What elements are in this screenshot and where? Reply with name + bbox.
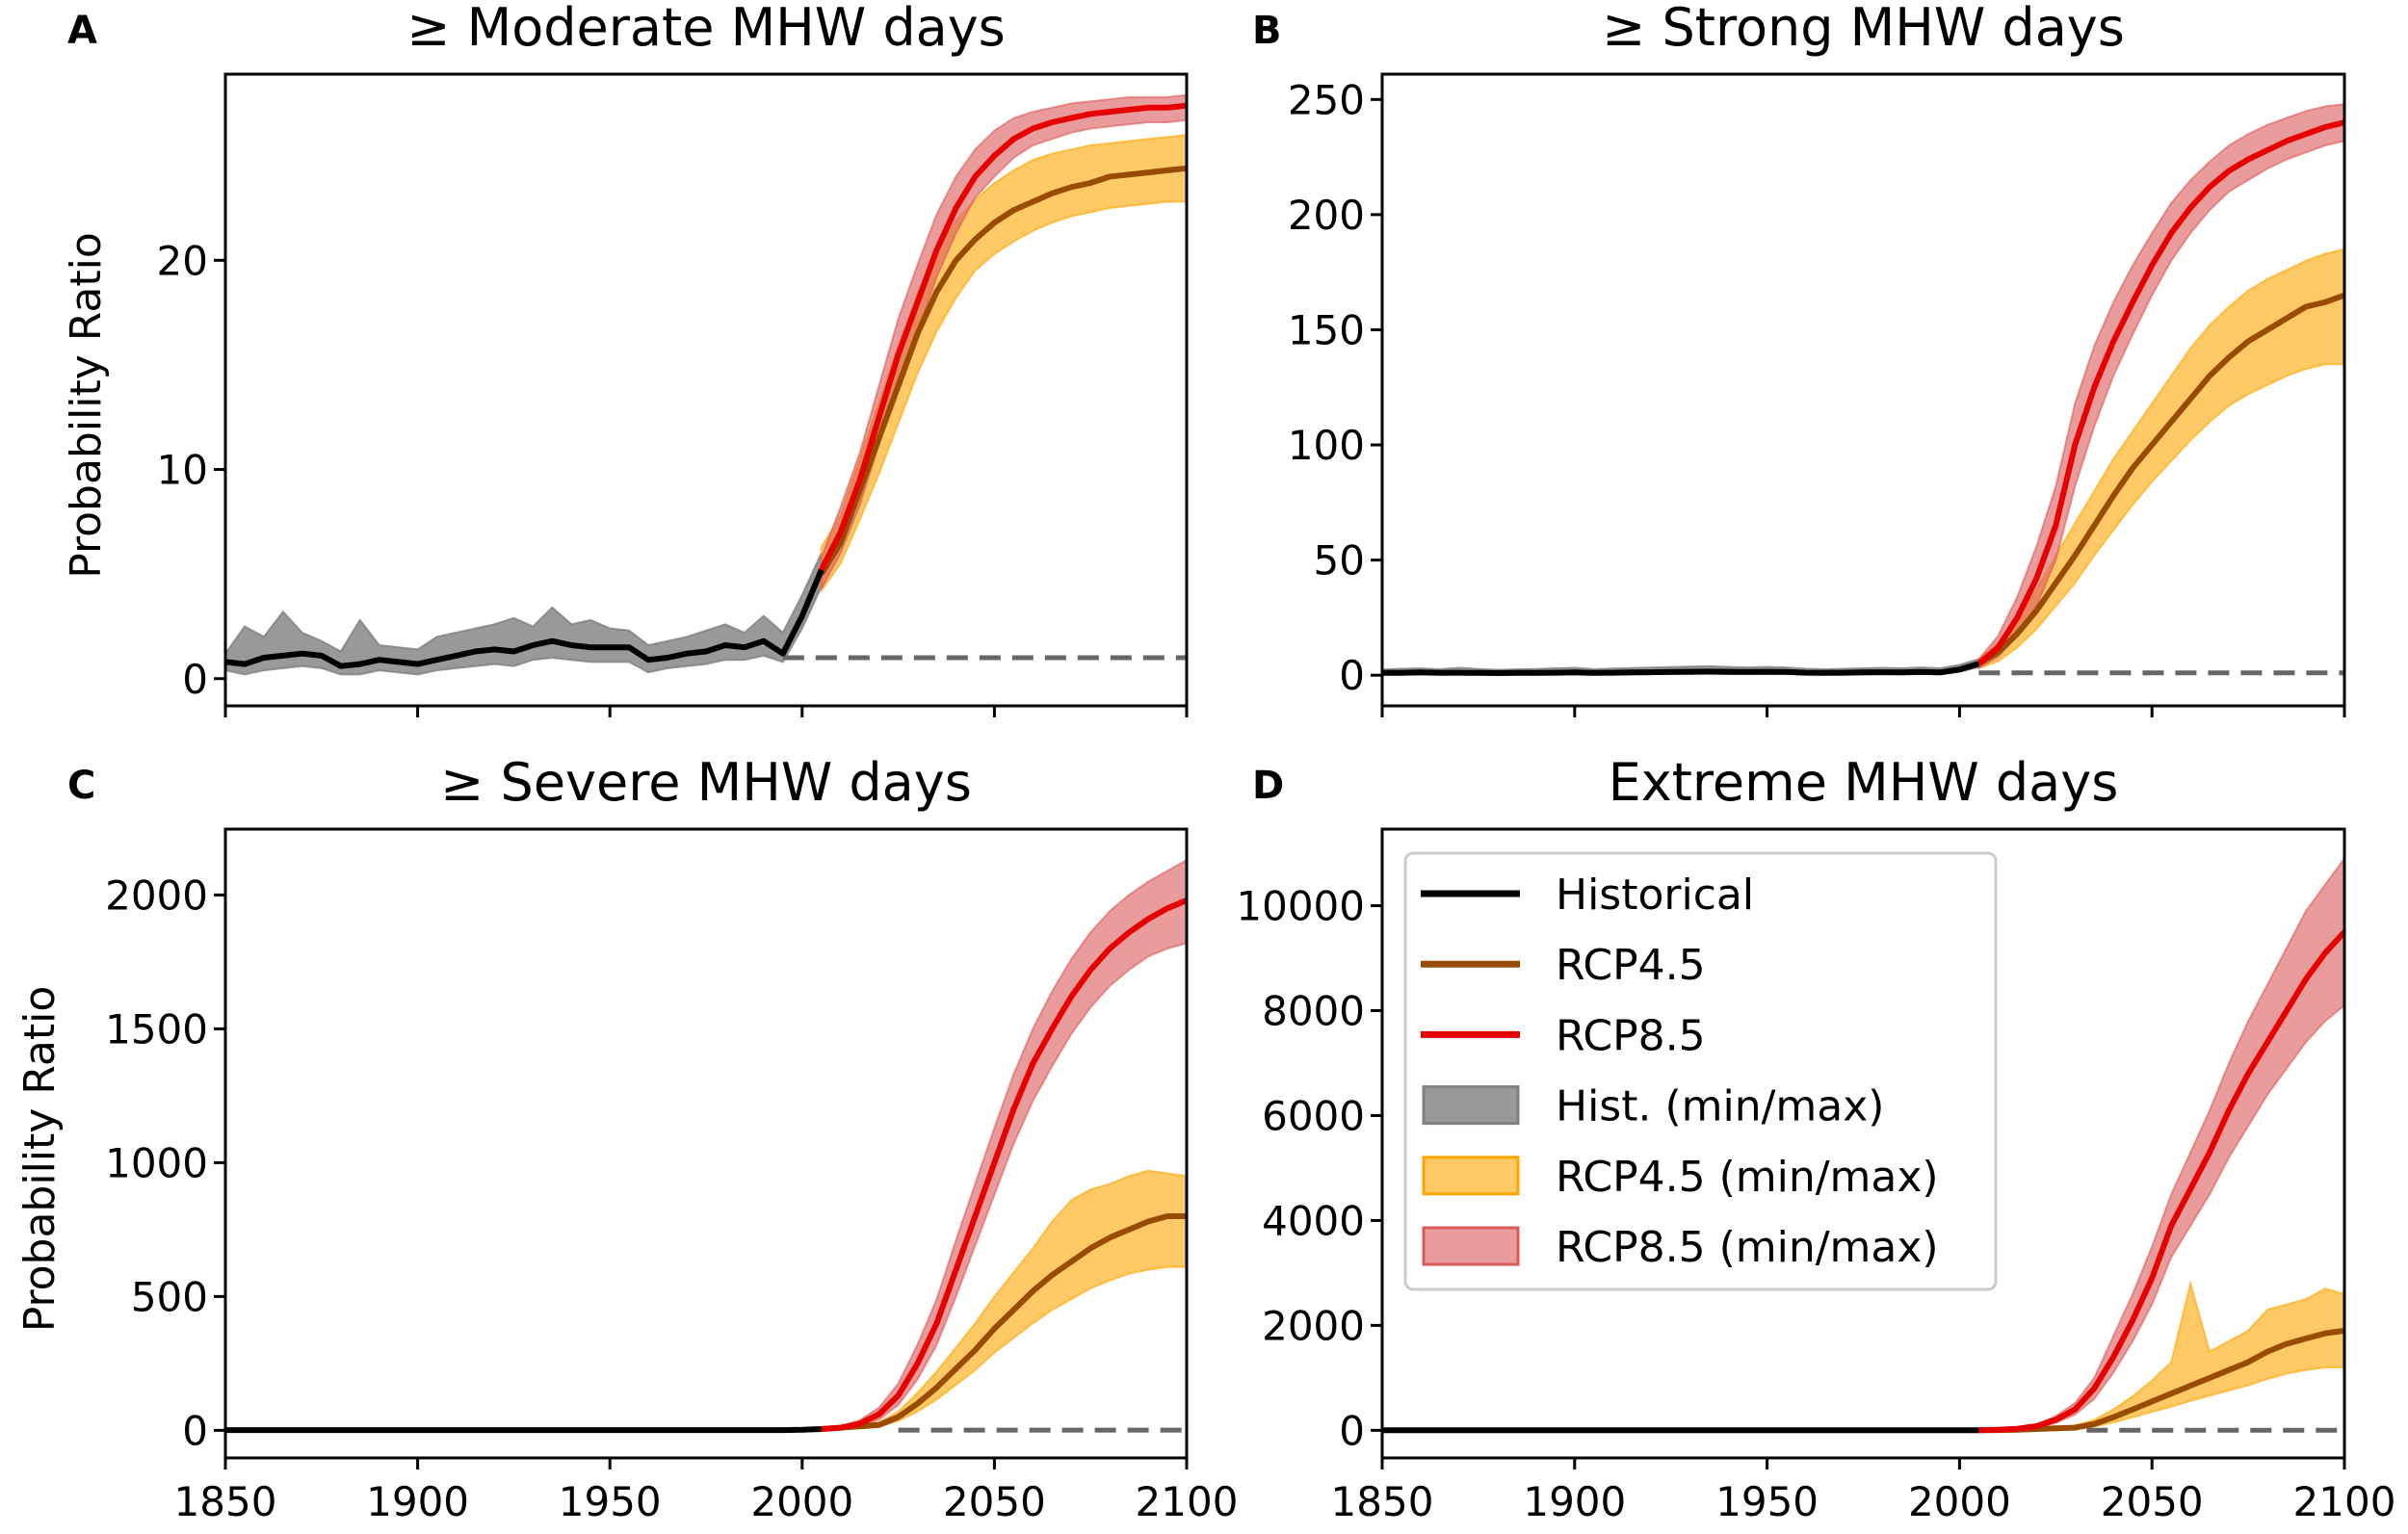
panel-title: ≥ Strong MHW days [1602, 0, 2125, 58]
legend-label: RCP8.5 [1556, 1011, 1706, 1060]
y-tick-label: 8000 [1262, 988, 1365, 1035]
rcp45-mean-line [1976, 292, 2344, 666]
x-tick-label: 1850 [174, 1478, 277, 1525]
legend-item: Historical [1421, 871, 1754, 920]
plot-area [225, 859, 1187, 1434]
legend: Historical RCP4.5 RCP8.5 Hist. (min/max) RCP… [1403, 851, 1998, 1291]
panel-c: 0 500 1000 1500 2000 1850 1900 1950 2000 2050 2100… [15, 752, 1238, 1525]
y-tick-label: 250 [1288, 76, 1365, 123]
rcp45-mean-line [1978, 1327, 2344, 1434]
panel-letter: D [1252, 764, 1284, 808]
panel-b: 0 50 100 150 200 250 ≥ Strong MHW days B [1252, 0, 2346, 717]
rcp85-minmax-band [820, 859, 1187, 1431]
y-tick-label: 20 [157, 237, 208, 284]
y-tick-label: 1000 [105, 1139, 208, 1186]
y-axis-label: Probability Ratio [62, 232, 111, 579]
x-tick-label: 2000 [750, 1478, 853, 1525]
legend-patch-swatch [1422, 1156, 1520, 1196]
y-tick-label: 0 [182, 1407, 208, 1454]
axes-frame [1380, 72, 2346, 708]
y-tick-label: 150 [1288, 306, 1365, 353]
y-axis-label: Probability Ratio [15, 986, 65, 1333]
y-tick-label: 6000 [1262, 1092, 1365, 1139]
rcp85-minmax-band [1978, 856, 2344, 1432]
panel-d: 0 2000 4000 6000 8000 10000 1850 1900 1950 2000 20… [1236, 752, 2395, 1525]
legend-label: RCP4.5 [1556, 941, 1706, 990]
x-tick-label: 1950 [559, 1478, 662, 1525]
x-tick-label: 2050 [943, 1478, 1046, 1525]
x-tick-label: 2100 [2293, 1478, 2396, 1525]
x-tick-label: 1950 [1715, 1478, 1819, 1525]
y-tick-label: 10 [157, 447, 208, 494]
legend-label: RCP4.5 (min/max) [1556, 1153, 1939, 1202]
legend-label: Historical [1556, 871, 1754, 920]
panel-letter: C [67, 764, 95, 808]
x-tick-label: 1900 [1523, 1478, 1626, 1525]
rcp85-minmax-band [1977, 103, 2344, 670]
rcp45-minmax-band [820, 133, 1187, 594]
historical-mean-line [1382, 661, 1980, 676]
y-tick-label: 2000 [105, 871, 208, 919]
historical-mean-line [225, 1426, 822, 1434]
panel-title: Extreme MHW days [1609, 752, 2119, 813]
y-tick-label: 100 [1288, 422, 1365, 469]
plot-area [1382, 103, 2344, 676]
x-tick-label: 2000 [1908, 1478, 2011, 1525]
legend-box [1403, 851, 1998, 1291]
legend-item: RCP8.5 (min/max) [1422, 1223, 1939, 1272]
panel-title: ≥ Moderate MHW days [406, 0, 1006, 58]
panel-title: ≥ Severe MHW days [440, 752, 972, 813]
legend-patch-swatch [1422, 1085, 1520, 1126]
x-tick-label: 1900 [366, 1478, 469, 1525]
rcp45-mean-line [821, 1213, 1187, 1432]
legend-patch-swatch [1422, 1226, 1520, 1266]
y-tick-label: 2000 [1262, 1302, 1365, 1349]
rcp85-mean-line [821, 897, 1187, 1432]
rcp45-mean-line [819, 165, 1187, 576]
axes-frame [223, 827, 1189, 1460]
y-tick-label: 1500 [105, 1005, 208, 1053]
axes-frame [1380, 827, 2346, 1460]
x-tick-label: 2050 [2101, 1478, 2204, 1525]
rcp85-mean-line [1976, 119, 2344, 666]
historical-mean-line [225, 568, 824, 669]
y-tick-label: 0 [1339, 1407, 1365, 1454]
y-tick-label: 500 [131, 1273, 208, 1320]
y-tick-label: 0 [182, 656, 208, 703]
y-tick-label: 200 [1288, 192, 1365, 239]
axes-frame [223, 72, 1189, 708]
panel-letter: B [1252, 9, 1282, 53]
rcp85-minmax-band [820, 93, 1187, 589]
x-tick-label: 1850 [1331, 1478, 1434, 1525]
plot-area [225, 93, 1187, 676]
legend-label: Hist. (min/max) [1556, 1082, 1884, 1131]
y-tick-label: 10000 [1236, 883, 1365, 930]
legend-item: Hist. (min/max) [1422, 1082, 1884, 1131]
legend-item: RCP4.5 [1421, 941, 1706, 990]
legend-item: RCP4.5 (min/max) [1422, 1153, 1939, 1202]
x-tick-label: 2100 [1136, 1478, 1239, 1525]
rcp45-minmax-band [1978, 1279, 2344, 1432]
y-tick-label: 50 [1314, 537, 1365, 585]
panel-letter: A [67, 9, 97, 53]
plot-area [1382, 856, 2344, 1434]
legend-item: RCP8.5 [1421, 1011, 1706, 1060]
legend-label: RCP8.5 (min/max) [1556, 1223, 1939, 1272]
panel-a: 0 10 20 ≥ Moderate MHW days A Probability Rat… [62, 0, 1189, 717]
y-tick-label: 0 [1339, 652, 1365, 699]
rcp85-mean-line [1978, 929, 2344, 1434]
y-tick-label: 4000 [1262, 1197, 1365, 1244]
rcp45-minmax-band [820, 1169, 1187, 1431]
rcp85-mean-line [819, 102, 1187, 572]
